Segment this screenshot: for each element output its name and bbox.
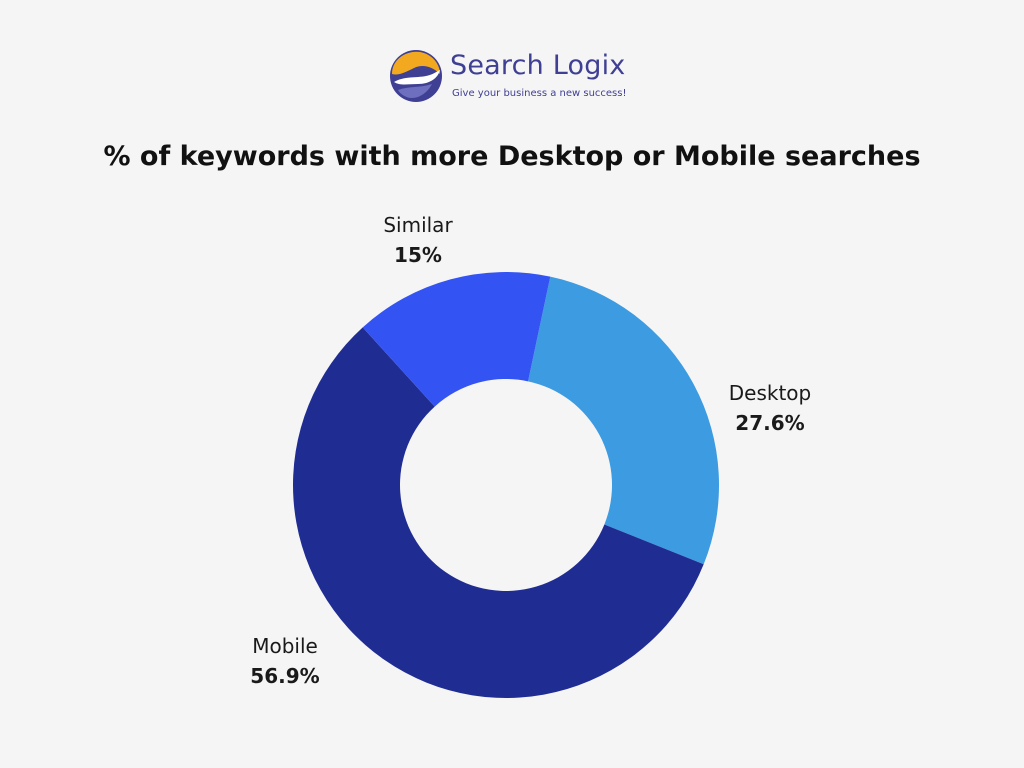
slice-value: 15%	[394, 243, 442, 267]
slice-mobile	[293, 327, 704, 698]
slice-name: Mobile	[252, 634, 318, 658]
slice-name: Similar	[383, 213, 453, 237]
slice-label-desktop: Desktop 27.6%	[729, 378, 811, 438]
brand-logo-icon	[390, 50, 442, 102]
slice-label-mobile: Mobile 56.9%	[250, 631, 319, 691]
slice-value: 27.6%	[735, 411, 805, 435]
slice-label-similar: Similar 15%	[383, 210, 452, 270]
slice-similar	[362, 271, 551, 407]
brand-name: Search Logix	[450, 50, 626, 81]
slice-desktop	[528, 276, 719, 565]
brand-logo: Search Logix Give your business a new su…	[388, 48, 648, 108]
slice-value: 56.9%	[250, 664, 320, 688]
slice-name: Desktop	[728, 381, 812, 405]
brand-tagline: Give your business a new success!	[452, 88, 627, 99]
chart-title: % of keywords with more Desktop or Mobil…	[103, 141, 921, 172]
